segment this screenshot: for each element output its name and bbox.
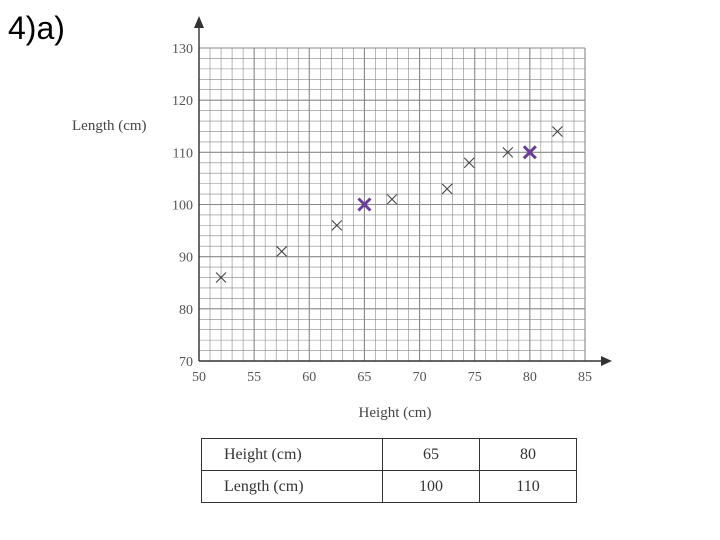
x-tick-label: 60 <box>302 370 316 385</box>
table-cell: 65 <box>382 438 480 471</box>
highlighted-data-point <box>522 145 537 160</box>
table-cell: 110 <box>479 470 577 503</box>
question-label: 4)a) <box>8 10 65 46</box>
data-table: Height (cm) 65 80 Length (cm) 100 110 <box>201 438 577 503</box>
table-cell: 100 <box>382 470 480 503</box>
x-axis-label: Height (cm) <box>359 405 432 421</box>
y-tick-label: 100 <box>172 199 193 214</box>
axes <box>194 16 612 366</box>
y-tick-label: 120 <box>172 94 193 109</box>
x-tick-label: 50 <box>192 370 206 385</box>
x-tick-label: 80 <box>523 370 537 385</box>
x-tick-label: 85 <box>578 370 592 385</box>
data-point <box>386 193 398 205</box>
data-points <box>215 126 563 283</box>
y-tick-label: 70 <box>179 355 193 370</box>
table-cell: 80 <box>479 438 577 471</box>
x-tick-label: 55 <box>247 370 261 385</box>
data-point <box>502 146 514 158</box>
y-tick-label: 110 <box>173 146 193 161</box>
table-row-label: Height (cm) <box>201 438 383 471</box>
y-axis-arrow-icon <box>194 16 204 28</box>
y-tick-label: 80 <box>179 303 193 318</box>
x-tick-label: 70 <box>413 370 427 385</box>
x-tick-label: 65 <box>357 370 371 385</box>
table-row: Height (cm) 65 80 <box>201 438 577 471</box>
x-tick-label: 75 <box>468 370 482 385</box>
data-point <box>331 219 343 231</box>
x-axis-arrow-icon <box>601 356 612 366</box>
data-point <box>552 126 563 137</box>
grid <box>198 47 586 362</box>
tick-labels: 50 55 60 65 70 75 80 85 70 80 90 100 110 120 130 <box>172 42 592 385</box>
highlighted-data-point <box>357 197 372 212</box>
data-point <box>276 246 288 257</box>
y-tick-label: 130 <box>172 42 193 57</box>
data-point <box>215 272 227 283</box>
data-point <box>463 157 475 169</box>
y-axis-label: Length (cm) <box>72 118 147 134</box>
table-row-label: Length (cm) <box>201 470 383 503</box>
data-point <box>441 183 453 195</box>
y-tick-label: 90 <box>179 251 193 266</box>
scatter-chart: 50 55 60 65 70 75 80 85 70 80 90 100 110 120 130 Heigh… <box>72 16 612 421</box>
table-row: Length (cm) 100 110 <box>201 470 577 503</box>
